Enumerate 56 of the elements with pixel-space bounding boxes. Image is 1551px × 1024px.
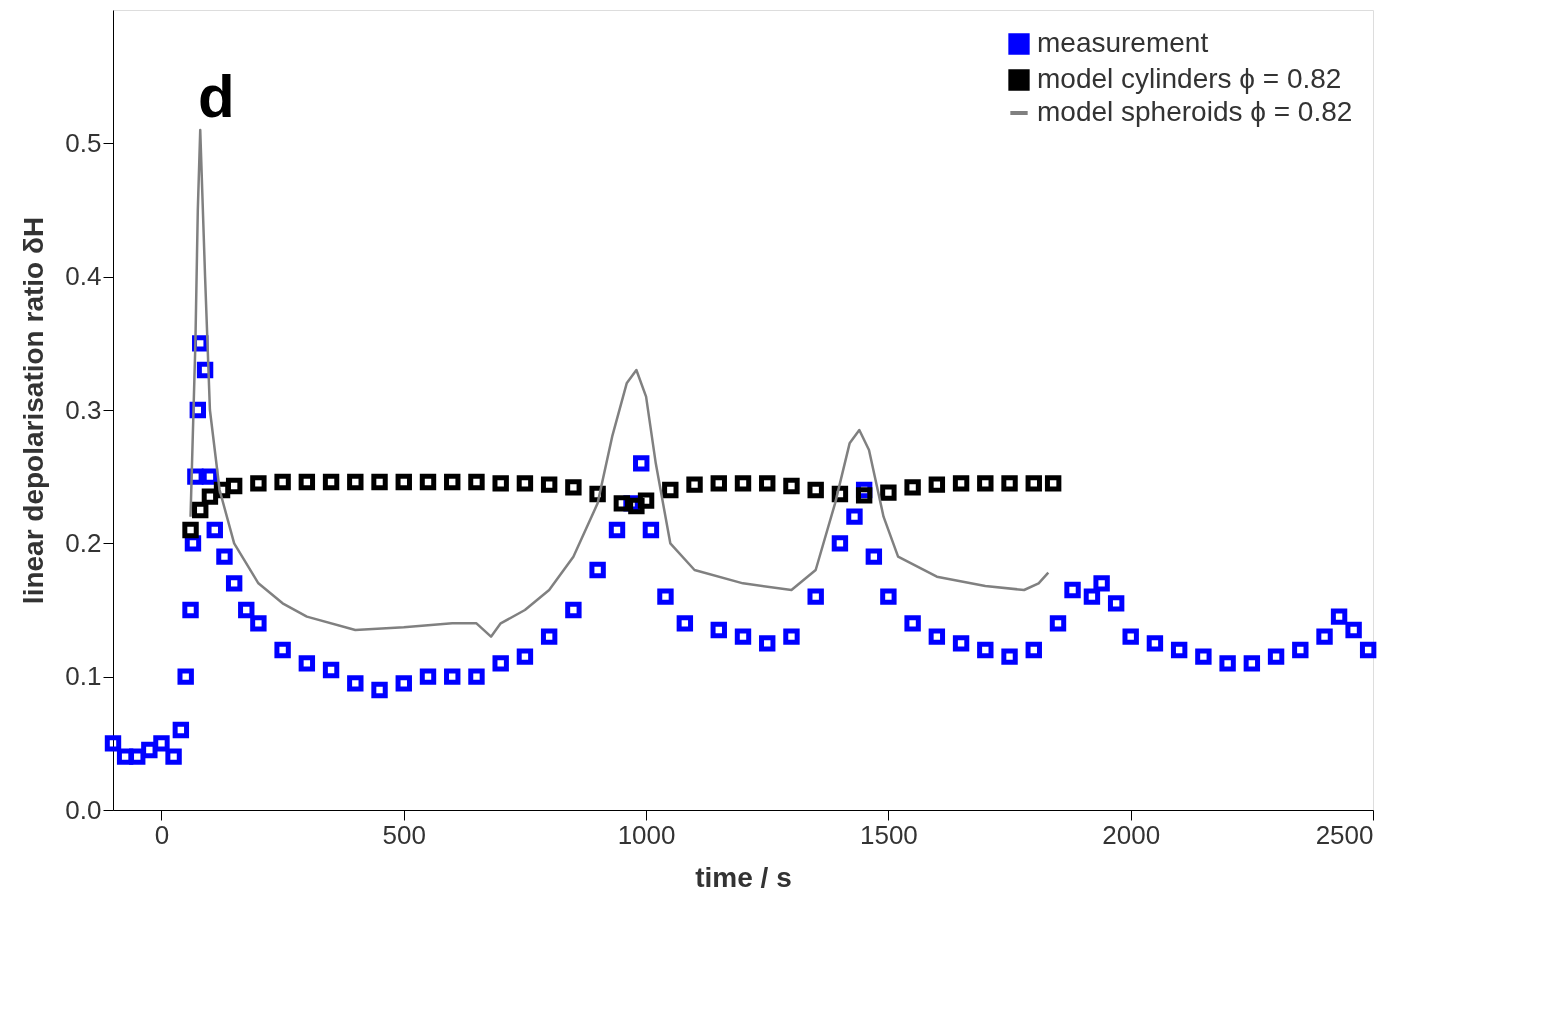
- point: [952, 475, 970, 492]
- point: [613, 495, 631, 512]
- point: [734, 475, 752, 492]
- point: [1001, 475, 1018, 492]
- point: [192, 501, 209, 519]
- point: [855, 487, 873, 504]
- x-tick-label: 2000: [1102, 819, 1161, 850]
- point: [1025, 475, 1042, 492]
- x-tick-label: 1000: [617, 819, 676, 850]
- point: [783, 477, 800, 495]
- x-tick-label: 500: [382, 819, 426, 850]
- point: [1044, 475, 1062, 492]
- point: [492, 475, 509, 492]
- point: [710, 475, 727, 492]
- point: [347, 473, 364, 491]
- point: [298, 473, 316, 491]
- point: [250, 475, 267, 492]
- point: [516, 475, 534, 492]
- point: [807, 481, 824, 499]
- annotation: d: [198, 63, 235, 130]
- point: [182, 521, 199, 539]
- point: [759, 475, 776, 492]
- y-tick-label: 0.2: [65, 527, 102, 558]
- point: [904, 479, 921, 496]
- y-tick-label: 0.1: [65, 661, 102, 692]
- y-tick-label: 0.5: [65, 127, 102, 158]
- y-tick-label: 0.3: [65, 394, 102, 425]
- x-tick-label: 2500: [1315, 819, 1374, 850]
- line-series: [189, 128, 1050, 638]
- point: [686, 476, 703, 493]
- point: [419, 473, 437, 491]
- point: [444, 473, 461, 491]
- point: [977, 475, 994, 492]
- y-axis-title: linear depolarisation ratio δH: [18, 216, 50, 605]
- point: [201, 488, 219, 505]
- point: [322, 473, 340, 491]
- point: [371, 473, 388, 491]
- point: [637, 492, 655, 509]
- point: [880, 484, 897, 501]
- y-tick-label: 0.0: [65, 794, 102, 825]
- point: [540, 476, 558, 493]
- point: [928, 476, 946, 493]
- legend-label: model spheroids ϕ = 0.82: [1037, 96, 1353, 127]
- x-axis-title: time / s: [695, 861, 792, 893]
- point: [662, 481, 679, 499]
- point: [565, 479, 582, 496]
- x-tick-label: 1500: [859, 819, 918, 850]
- legend-label: model cylinders ϕ = 0.82: [1037, 63, 1342, 94]
- point: [468, 473, 485, 491]
- point: [628, 497, 645, 515]
- point: [395, 473, 412, 491]
- legend-label: measurement: [1037, 27, 1209, 58]
- point: [274, 473, 291, 491]
- point: [225, 477, 243, 495]
- y-tick-label: 0.4: [65, 261, 102, 292]
- x-tick-label: 0: [154, 819, 170, 850]
